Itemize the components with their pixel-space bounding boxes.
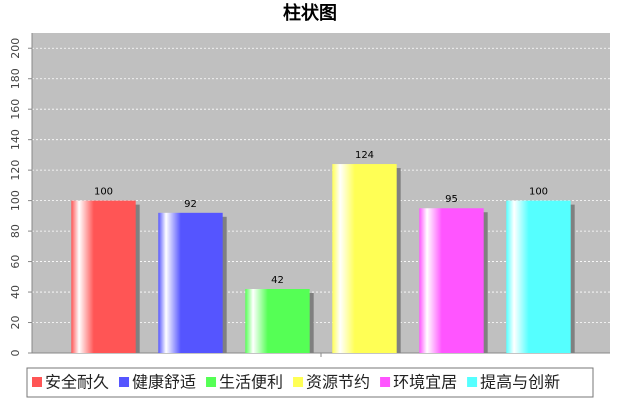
bar [245,289,310,353]
value-label: 100 [94,187,113,198]
legend-label: 安全耐久 [45,373,109,392]
legend-swatch [293,377,304,387]
legend-label: 资源节约 [306,373,370,392]
legend-label: 环境宜居 [393,373,457,392]
bar [419,208,484,353]
legend-label: 提高与创新 [480,373,560,392]
bar [158,212,223,353]
y-tick-label: 60 [9,255,22,269]
y-tick-label: 20 [9,316,22,330]
legend-swatch [32,377,42,387]
y-tick-label: 140 [9,129,22,150]
value-label: 42 [271,275,284,286]
chart-title: 柱状图 [283,2,337,24]
value-label: 92 [184,199,197,210]
legend-swatch [467,377,478,387]
legend-swatch [206,377,217,387]
y-tick-label: 200 [9,38,22,59]
value-label: 95 [445,194,458,205]
bar [71,200,136,353]
bar [506,200,571,353]
y-tick-label: 180 [9,68,22,89]
bar [332,164,397,353]
legend-swatch [119,377,130,387]
value-label: 124 [355,150,374,161]
y-tick-label: 120 [9,160,22,181]
y-tick-label: 100 [9,190,22,211]
legend-swatch [380,377,391,387]
y-tick-label: 80 [9,224,22,238]
legend-label: 健康舒适 [132,373,196,392]
y-tick-label: 0 [9,350,22,357]
value-label: 100 [529,187,548,198]
legend-label: 生活便利 [219,373,283,392]
y-tick-label: 160 [9,99,22,120]
y-tick-label: 40 [9,285,22,299]
